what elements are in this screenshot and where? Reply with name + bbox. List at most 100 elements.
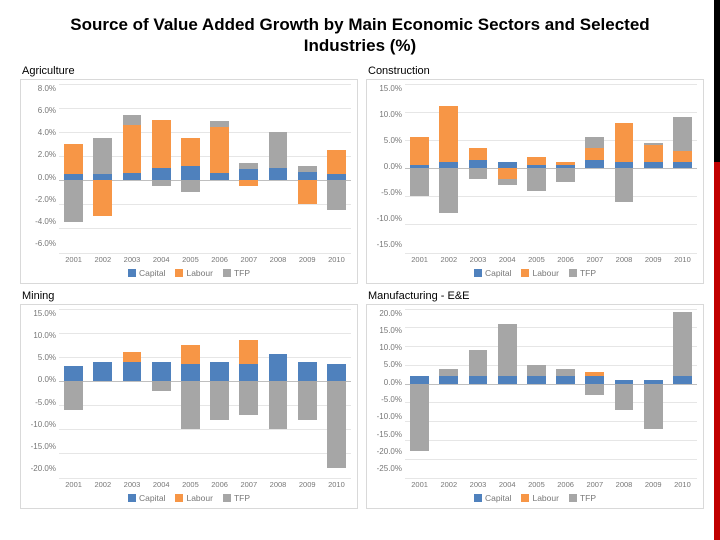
- year-column: [639, 84, 668, 253]
- year-column: [263, 309, 292, 478]
- y-tick-label: -5.0%: [367, 395, 402, 404]
- bar-segment: [439, 168, 458, 213]
- legend-swatch: [223, 269, 231, 277]
- chart-panel: Mining15.0%10.0%5.0%0.0%-5.0%-10.0%-15.0…: [20, 288, 358, 509]
- y-tick-label: 10.0%: [367, 343, 402, 352]
- bar-segment: [644, 384, 663, 429]
- bar-segment: [93, 362, 112, 381]
- legend-swatch: [175, 269, 183, 277]
- x-tick-label: 2005: [522, 478, 551, 489]
- legend-item: Labour: [175, 268, 212, 278]
- grid-line: [59, 253, 351, 254]
- year-column: [205, 309, 234, 478]
- year-column: [639, 309, 668, 478]
- year-column: [580, 309, 609, 478]
- year-column: [293, 309, 322, 478]
- x-tick-label: 2008: [263, 478, 292, 489]
- bar-segment: [269, 381, 288, 429]
- bar-segment: [556, 162, 575, 165]
- plot: [405, 84, 697, 253]
- legend-label: Labour: [186, 268, 212, 278]
- legend: CapitalLabourTFP: [21, 489, 357, 508]
- y-tick-label: 0.0%: [21, 375, 56, 384]
- year-column: [463, 84, 492, 253]
- x-tick-label: 2010: [322, 478, 351, 489]
- year-column: [88, 309, 117, 478]
- bar-segment: [210, 173, 229, 180]
- year-column: [493, 309, 522, 478]
- bar-segment: [498, 168, 517, 179]
- bar-segment: [269, 168, 288, 180]
- bar-segment: [269, 354, 288, 381]
- bar-segment: [181, 364, 200, 381]
- bar-segment: [210, 381, 229, 420]
- y-axis: 8.0%6.0%4.0%2.0%0.0%-2.0%-4.0%-6.0%: [21, 80, 59, 253]
- bar-segment: [439, 106, 458, 162]
- bar-segment: [123, 352, 142, 362]
- legend-swatch: [474, 494, 482, 502]
- y-tick-label: 10.0%: [367, 110, 402, 119]
- bar-segment: [210, 127, 229, 173]
- year-column: [405, 84, 434, 253]
- y-axis: 15.0%10.0%5.0%0.0%-5.0%-10.0%-15.0%: [367, 80, 405, 253]
- year-column: [668, 309, 697, 478]
- x-tick-label: 2009: [293, 253, 322, 264]
- bar-segment: [64, 144, 83, 174]
- legend: CapitalLabourTFP: [21, 264, 357, 283]
- year-column: [522, 309, 551, 478]
- x-tick-label: 2002: [88, 478, 117, 489]
- bar-segment: [585, 384, 604, 395]
- x-tick-label: 2005: [176, 478, 205, 489]
- year-column: [117, 84, 146, 253]
- bar-segment: [181, 180, 200, 192]
- x-tick-label: 2007: [580, 253, 609, 264]
- x-tick-label: 2005: [522, 253, 551, 264]
- y-axis: 15.0%10.0%5.0%0.0%-5.0%-10.0%-15.0%-20.0…: [21, 305, 59, 478]
- grid-line: [405, 478, 697, 479]
- plot: [405, 309, 697, 478]
- y-tick-label: -2.0%: [21, 195, 56, 204]
- y-tick-label: -20.0%: [21, 464, 56, 473]
- x-tick-label: 2004: [493, 253, 522, 264]
- year-column: [293, 84, 322, 253]
- year-column: [147, 84, 176, 253]
- bar-segment: [615, 168, 634, 202]
- x-tick-label: 2009: [639, 478, 668, 489]
- y-tick-label: 8.0%: [21, 84, 56, 93]
- x-tick-label: 2006: [205, 478, 234, 489]
- legend-item: TFP: [569, 268, 596, 278]
- x-tick-label: 2010: [668, 253, 697, 264]
- year-column: [205, 84, 234, 253]
- bar-segment: [239, 163, 258, 169]
- legend-label: Capital: [139, 493, 165, 503]
- legend-item: Capital: [474, 493, 511, 503]
- legend-label: Capital: [485, 268, 511, 278]
- y-tick-label: 0.0%: [367, 378, 402, 387]
- year-column: [322, 309, 351, 478]
- x-tick-label: 2001: [59, 253, 88, 264]
- y-tick-label: 4.0%: [21, 128, 56, 137]
- bars: [59, 84, 351, 253]
- panel-title: Manufacturing - E&E: [366, 288, 704, 304]
- legend-label: Capital: [485, 493, 511, 503]
- grid-line: [405, 253, 697, 254]
- year-column: [176, 84, 205, 253]
- y-tick-label: -10.0%: [21, 420, 56, 429]
- bar-segment: [64, 180, 83, 222]
- chart-area: 8.0%6.0%4.0%2.0%0.0%-2.0%-4.0%-6.0%2001 2…: [20, 79, 358, 284]
- legend-item: TFP: [223, 268, 250, 278]
- bar-segment: [152, 381, 171, 391]
- bar-segment: [556, 369, 575, 377]
- x-tick-label: 2001: [405, 478, 434, 489]
- legend-label: TFP: [234, 268, 250, 278]
- bar-segment: [469, 160, 488, 168]
- bar-segment: [298, 362, 317, 381]
- panel-title: Construction: [366, 63, 704, 79]
- legend-label: TFP: [234, 493, 250, 503]
- year-column: [609, 84, 638, 253]
- legend-item: Capital: [474, 268, 511, 278]
- y-tick-label: 5.0%: [367, 136, 402, 145]
- bar-segment: [585, 137, 604, 148]
- year-column: [463, 309, 492, 478]
- grid-line: [59, 478, 351, 479]
